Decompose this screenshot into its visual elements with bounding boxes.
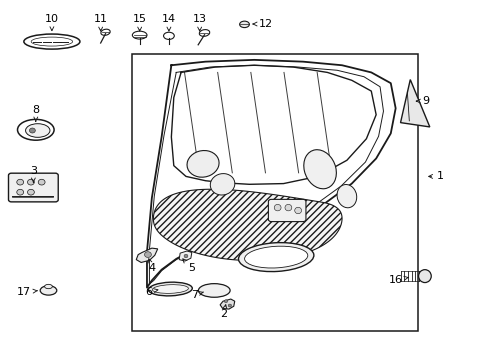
Text: 3: 3 <box>30 166 37 182</box>
Text: 9: 9 <box>416 96 429 106</box>
Ellipse shape <box>25 124 50 137</box>
Text: 15: 15 <box>132 14 146 31</box>
Text: 8: 8 <box>32 105 40 121</box>
Ellipse shape <box>186 150 219 177</box>
Ellipse shape <box>17 179 23 185</box>
Text: 4: 4 <box>148 259 155 273</box>
Polygon shape <box>153 189 341 261</box>
Text: 1: 1 <box>428 171 443 181</box>
Ellipse shape <box>418 270 430 283</box>
Polygon shape <box>179 251 191 261</box>
Ellipse shape <box>148 282 192 296</box>
Polygon shape <box>220 299 234 309</box>
Text: 12: 12 <box>253 19 273 29</box>
Ellipse shape <box>44 284 52 289</box>
Ellipse shape <box>274 204 281 211</box>
Polygon shape <box>136 248 158 262</box>
Ellipse shape <box>38 179 45 185</box>
Polygon shape <box>400 80 429 127</box>
Ellipse shape <box>238 243 313 271</box>
Ellipse shape <box>17 189 23 195</box>
Ellipse shape <box>285 204 291 211</box>
Text: 5: 5 <box>183 259 195 273</box>
Text: 13: 13 <box>192 14 206 31</box>
Ellipse shape <box>210 174 234 195</box>
Text: 6: 6 <box>144 287 158 297</box>
Ellipse shape <box>228 304 231 307</box>
Ellipse shape <box>239 21 249 28</box>
Bar <box>132 54 417 330</box>
FancyBboxPatch shape <box>268 199 305 222</box>
Ellipse shape <box>27 189 34 195</box>
Text: 17: 17 <box>17 287 37 297</box>
FancyBboxPatch shape <box>8 173 58 202</box>
Text: 10: 10 <box>45 14 59 31</box>
Ellipse shape <box>183 254 187 258</box>
Ellipse shape <box>224 300 227 303</box>
Text: 11: 11 <box>94 14 107 31</box>
Ellipse shape <box>303 150 336 189</box>
Text: 2: 2 <box>220 305 227 319</box>
Ellipse shape <box>198 284 230 297</box>
Ellipse shape <box>336 185 356 208</box>
Ellipse shape <box>144 252 151 257</box>
Text: 14: 14 <box>162 14 176 31</box>
Ellipse shape <box>244 246 307 268</box>
Ellipse shape <box>294 207 301 214</box>
Ellipse shape <box>152 285 188 293</box>
Text: 16: 16 <box>388 275 407 285</box>
Text: 7: 7 <box>191 290 203 300</box>
Ellipse shape <box>29 128 35 133</box>
Ellipse shape <box>27 179 34 185</box>
Ellipse shape <box>40 286 57 295</box>
